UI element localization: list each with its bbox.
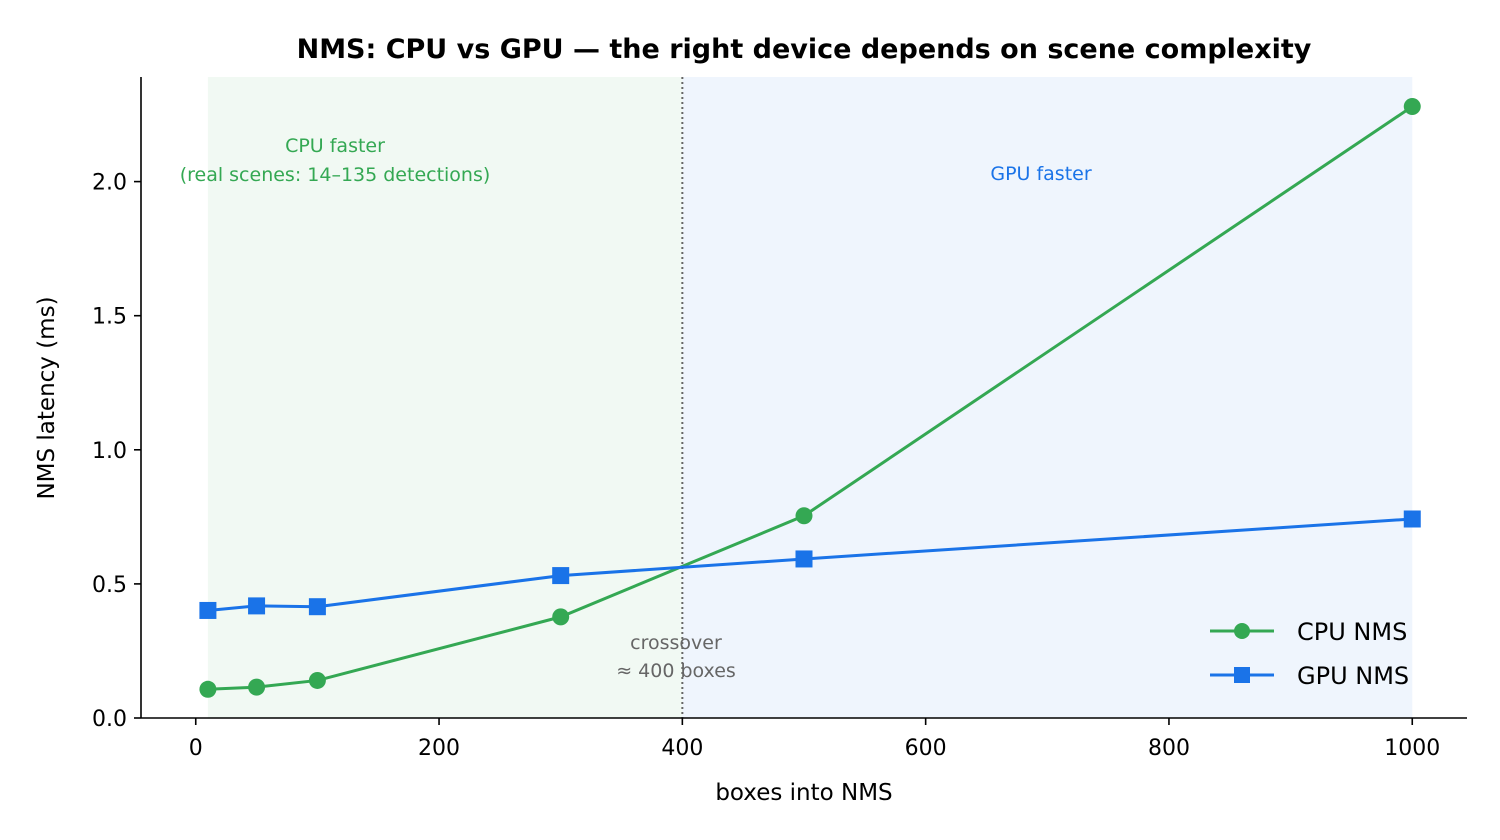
data-point-gpu [552,567,570,585]
x-tick-label: 1000 [1384,736,1440,761]
region-label-gpu: GPU faster [990,163,1091,185]
chart-title: NMS: CPU vs GPU — the right device depen… [297,34,1312,65]
text-layer: NMS: CPU vs GPU — the right device depen… [34,34,1312,806]
legend: CPU NMS GPU NMS [1210,618,1409,690]
legend-marker-gpu [1234,667,1250,683]
legend-marker-cpu [1234,623,1250,639]
crossover-value: ≈ 400 boxes [616,660,736,682]
x-tick-label: 0 [189,736,203,761]
x-tick-label: 400 [661,736,703,761]
data-point-cpu [199,680,217,698]
data-point-gpu [795,550,813,568]
data-point-cpu [552,608,570,626]
data-point-cpu [795,507,813,525]
x-tick-label: 200 [418,736,460,761]
data-point-gpu [1403,510,1421,528]
x-axis-title: boxes into NMS [715,780,892,806]
y-axis-title: NMS latency (ms) [34,296,60,499]
legend-label-gpu: GPU NMS [1297,662,1409,690]
y-tick-label: 2.0 [92,171,127,196]
y-tick-label: 0.0 [92,707,127,732]
y-tick-label: 0.5 [92,573,127,598]
data-point-gpu [248,597,266,615]
region-label-cpu: CPU faster [285,135,385,157]
x-tick-label: 800 [1148,736,1190,761]
data-point-cpu [1403,98,1421,116]
legend-label-cpu: CPU NMS [1297,618,1407,646]
region-gpu [682,77,1413,718]
data-point-gpu [308,598,326,616]
data-point-cpu [248,678,266,696]
axes-layer: 0 200 400 600 800 1000 0.0 0.5 1.0 1.5 2.0 [92,77,1467,761]
region-sublabel-cpu: (real scenes: 14–135 detections) [180,164,491,186]
series-layer [199,98,1421,698]
data-point-gpu [199,601,217,619]
x-tick-label: 600 [905,736,947,761]
data-point-cpu [308,671,326,689]
regions-layer [207,77,1413,718]
y-tick-label: 1.5 [92,305,127,330]
y-tick-label: 1.0 [92,439,127,464]
crossover-label: crossover [630,632,722,654]
region-cpu [207,77,683,718]
